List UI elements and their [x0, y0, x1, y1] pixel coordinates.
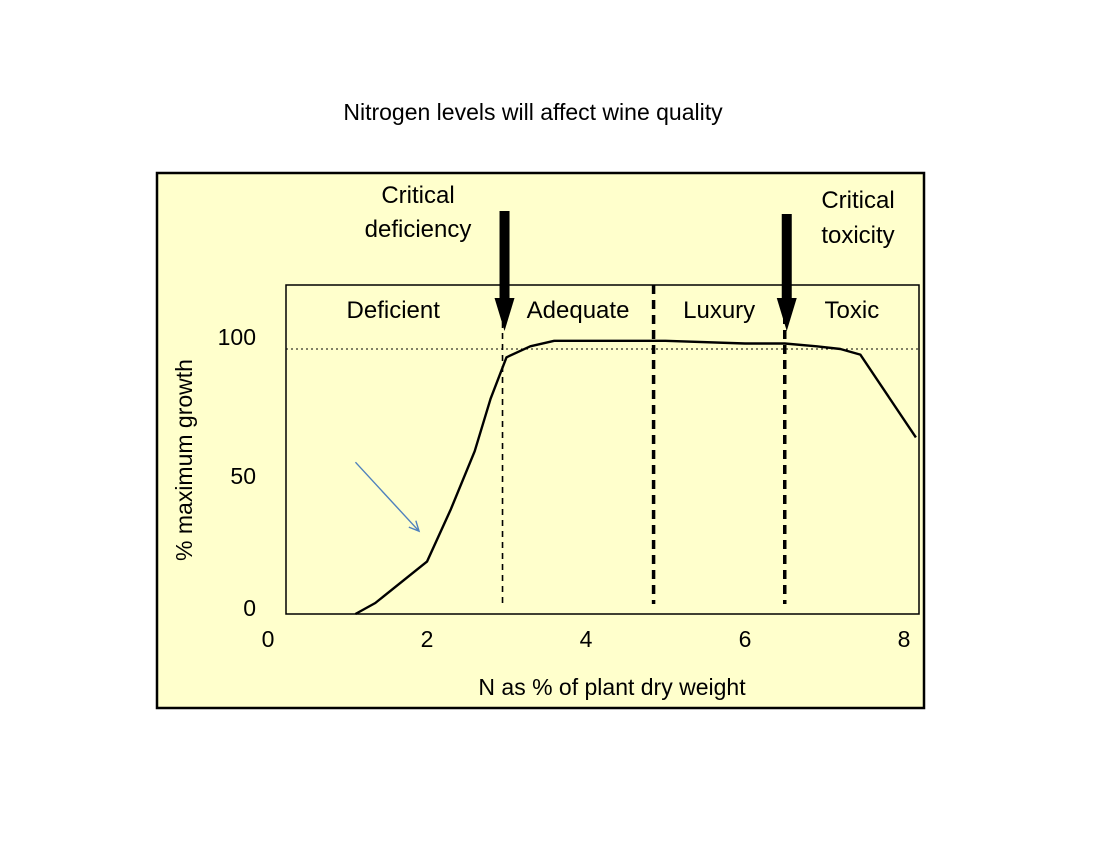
zone-label-luxury: Luxury — [683, 297, 755, 324]
x-tick-label-6: 6 — [739, 626, 752, 652]
y-tick-label-50: 50 — [230, 463, 256, 489]
x-tick-label-4: 4 — [580, 626, 593, 652]
zone-label-toxic: Toxic — [825, 297, 880, 324]
y-tick-label-0: 0 — [243, 595, 256, 621]
critical-arrow-shaft-2 — [781, 214, 792, 307]
zone-label-deficient: Deficient — [347, 297, 441, 324]
chart-panel — [155, 171, 926, 710]
annotation-layer: Critical deficiency Critical toxicity — [354, 182, 895, 533]
annotation-critical-deficiency-line-2: deficiency — [365, 216, 472, 243]
x-tick-label-8: 8 — [898, 626, 911, 652]
annotation-critical-toxicity-line-2: toxicity — [821, 222, 894, 249]
growth-curve — [354, 339, 917, 616]
y-tick-label-100: 100 — [218, 324, 256, 350]
zone-layer: Deficient Adequate Luxury Toxic — [347, 297, 880, 324]
axes-layer: 0 2 4 6 8 0 50 100 — [218, 324, 911, 652]
plot-area — [285, 284, 920, 615]
annotation-critical-toxicity-line-1: Critical — [821, 187, 894, 214]
zone-label-adequate: Adequate — [527, 297, 630, 324]
x-tick-label-2: 2 — [421, 626, 434, 652]
critical-arrow-head-2 — [776, 298, 797, 331]
annotation-critical-deficiency-line-1: Critical — [381, 182, 454, 209]
reference-layer — [286, 285, 919, 604]
curve-layer — [354, 339, 917, 616]
x-axis-label: N as % of plant dry weight — [478, 674, 746, 700]
pointer-arrow-line — [354, 461, 420, 532]
x-tick-label-0: 0 — [262, 626, 275, 652]
critical-arrow-head-1 — [494, 298, 515, 331]
pointer-arrow-head — [408, 520, 421, 533]
y-axis-label: % maximum growth — [171, 359, 197, 561]
critical-arrow-shaft-1 — [499, 211, 510, 304]
page-title: Nitrogen levels will affect wine quality — [343, 99, 723, 125]
